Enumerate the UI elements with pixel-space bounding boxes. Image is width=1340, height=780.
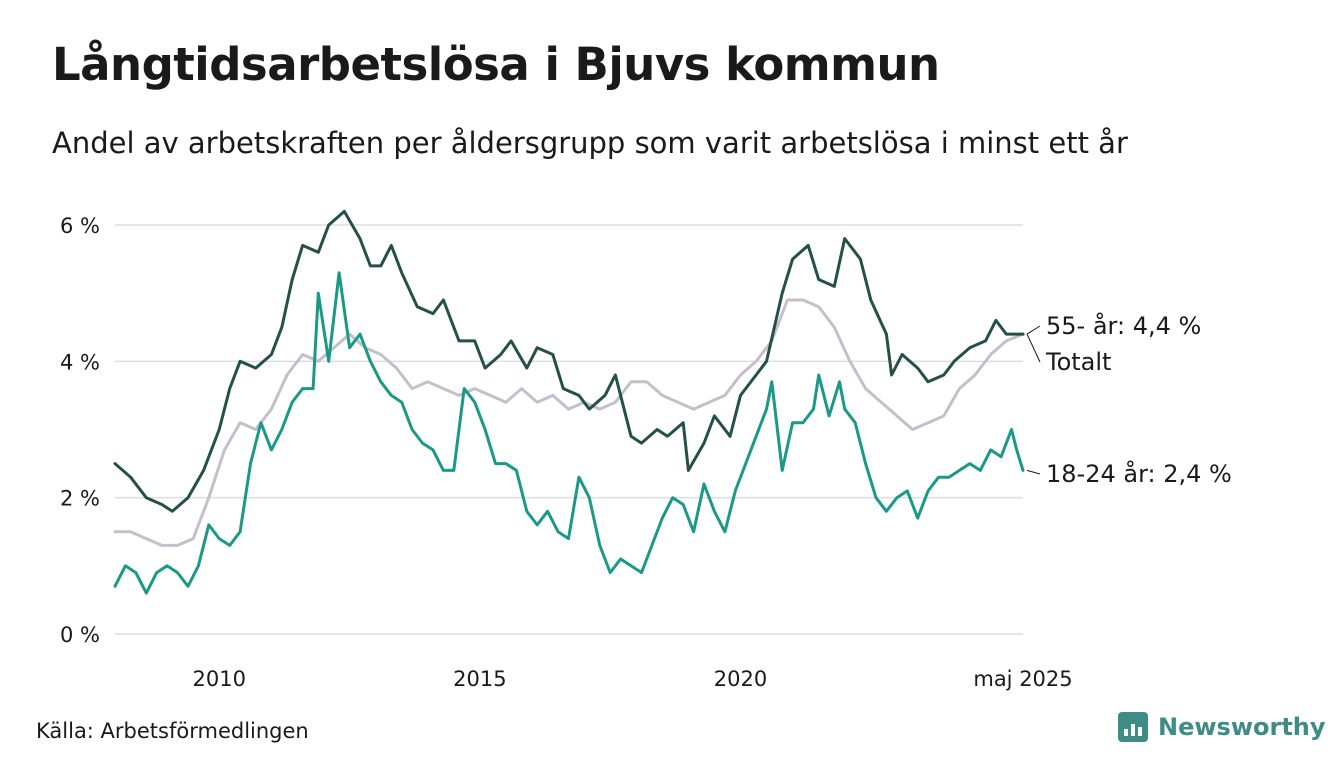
x-tick-label: maj 2025	[973, 667, 1072, 691]
x-tick-label: 2015	[453, 667, 506, 691]
series-line-55	[113, 209, 1025, 513]
series-lines	[113, 209, 1025, 595]
end-label-55: 55- år: 4,4 %	[1046, 311, 1201, 340]
grid-lines	[115, 224, 1023, 635]
end-labels: Totalt 55- år: 4,4 % 18-24 år: 2,4 %	[1026, 311, 1232, 488]
y-tick-label: 6 %	[60, 214, 100, 238]
source-note: Källa: Arbetsförmedlingen	[36, 719, 309, 743]
leader-line-total	[1026, 333, 1041, 363]
y-tick-label: 0 %	[60, 623, 100, 647]
bar-chart-icon	[1118, 712, 1148, 742]
end-label-total: Totalt	[1045, 348, 1111, 376]
series-line-total	[113, 298, 1025, 547]
y-tick-label: 4 %	[60, 350, 100, 374]
series-line-18_24	[113, 271, 1025, 595]
x-tick-label: 2020	[714, 667, 767, 691]
y-axis-ticks: 0 % 2 % 4 % 6 %	[60, 214, 100, 647]
line-chart: 0 % 2 % 4 % 6 % 2010 2015 2020 maj 2025 Totalt…	[60, 209, 1232, 691]
x-axis-ticks: 2010 2015 2020 maj 2025	[193, 667, 1073, 691]
y-tick-label: 2 %	[60, 487, 100, 511]
leader-line-55	[1026, 325, 1041, 335]
page-title: Långtidsarbetslösa i Bjuvs kommun	[52, 38, 940, 91]
end-label-18_24: 18-24 år: 2,4 %	[1046, 459, 1232, 488]
leader-line-18_24	[1026, 469, 1041, 475]
x-tick-label: 2010	[193, 667, 246, 691]
brand-name: Newsworthy	[1158, 713, 1326, 741]
brand-logo: Newsworthy	[1118, 712, 1326, 742]
page-subtitle: Andel av arbetskraften per åldersgrupp s…	[52, 126, 1128, 160]
